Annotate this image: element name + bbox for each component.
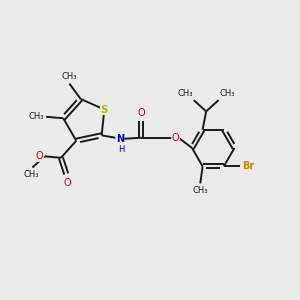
- Text: CH₃: CH₃: [23, 170, 39, 179]
- Text: CH₃: CH₃: [29, 112, 44, 121]
- Text: N: N: [116, 134, 124, 144]
- Text: Br: Br: [242, 161, 254, 171]
- Text: CH₃: CH₃: [62, 72, 77, 81]
- Text: CH₃: CH₃: [193, 186, 208, 195]
- Text: O: O: [64, 178, 71, 188]
- Text: H: H: [118, 145, 124, 154]
- Text: S: S: [100, 104, 108, 115]
- Text: CH₃: CH₃: [177, 89, 193, 98]
- Text: CH₃: CH₃: [220, 89, 235, 98]
- Text: O: O: [172, 133, 179, 143]
- Text: O: O: [137, 108, 145, 118]
- Text: O: O: [36, 151, 44, 161]
